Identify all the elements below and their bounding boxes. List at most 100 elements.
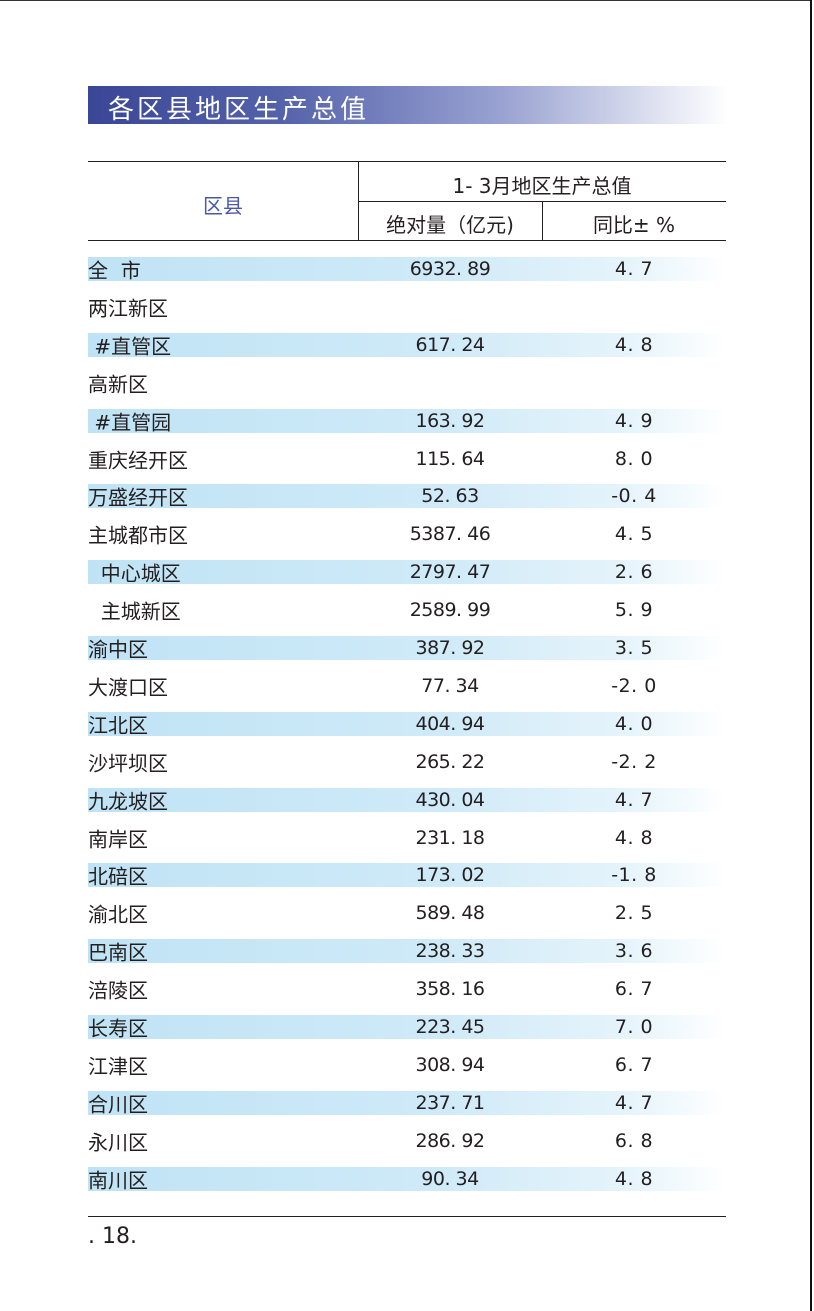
county-name: 重庆经开区 [88, 448, 188, 472]
gdp-yoy-value: 3. 5 [614, 637, 654, 659]
county-name: 主城都市区 [88, 523, 188, 548]
county-name: 江津区 [88, 1054, 148, 1079]
gdp-absolute-value: 404. 94 [415, 712, 485, 735]
table-row: 南川区 90. 34 4. 8 [88, 1166, 726, 1193]
table-row: 永川区 286. 92 6. 8 [88, 1129, 726, 1155]
gdp-yoy-value: 4. 0 [614, 712, 654, 735]
gdp-absolute-value: 115. 64 [415, 447, 485, 470]
table-row: #直管园 163. 92 4. 9 [88, 408, 726, 435]
header-gdp-q1: 1- 3月地区生产总值 [452, 174, 632, 198]
gdp-yoy-value: 6. 8 [614, 1129, 654, 1152]
table-row: 大渡口区 77. 34 -2. 0 [88, 674, 726, 700]
gdp-absolute-value: 286. 92 [415, 1129, 485, 1152]
page-title: 各区县地区生产总值 [108, 95, 370, 125]
gdp-yoy-value: 5. 9 [614, 599, 654, 622]
table-row: 合川区 237. 71 4. 7 [88, 1090, 726, 1116]
gdp-absolute-value: 617. 24 [415, 333, 485, 356]
header-divider-mid [542, 201, 543, 241]
table-row: 江北区 404. 94 4. 0 [88, 711, 726, 738]
gdp-absolute-value: 589. 48 [415, 902, 485, 925]
gdp-absolute-value: 2797. 47 [409, 561, 491, 584]
table-row: 巴南区 238. 33 3. 6 [88, 939, 726, 965]
table-row: 渝中区 387. 92 3. 5 [88, 636, 726, 662]
title-bar: 各区县地区生产总值 [88, 86, 728, 125]
table-top-rule [88, 161, 726, 162]
gdp-absolute-value: 77. 34 [421, 674, 479, 697]
table-row: 重庆经开区 115. 64 8. 0 [88, 447, 726, 473]
county-name: 永川区 [88, 1130, 148, 1155]
table-row: 主城新区 2589. 99 5. 9 [88, 598, 726, 624]
gdp-yoy-value: 8. 0 [614, 447, 654, 470]
gdp-yoy-value: -0. 4 [611, 485, 657, 508]
county-name: 北碚区 [88, 864, 148, 889]
table-row: 江津区 308. 94 6. 7 [88, 1053, 726, 1079]
county-name: 大渡口区 [88, 675, 168, 700]
header-county: 区县 [203, 194, 243, 218]
gdp-yoy-value: 3. 6 [614, 940, 654, 963]
table-row: 渝北区 589. 48 2. 5 [88, 901, 726, 927]
header-bottom-rule [88, 240, 726, 241]
gdp-yoy-value: 4. 5 [614, 523, 654, 546]
county-name: 渝中区 [88, 637, 148, 662]
table-row: 南岸区 231. 18 4. 8 [88, 826, 726, 852]
county-name: 中心城区 [88, 561, 181, 586]
header-absolute: 绝对量（亿元) [386, 213, 514, 237]
gdp-absolute-value: 52. 63 [421, 485, 479, 508]
table-row: 长寿区 223. 45 7. 0 [88, 1015, 726, 1041]
gdp-yoy-value: 4. 7 [614, 258, 654, 280]
county-name: 万盛经开区 [88, 485, 188, 510]
table-row: 高新区 [88, 371, 726, 397]
county-name: 九龙坡区 [88, 789, 168, 814]
gdp-yoy-value: 2. 5 [614, 902, 654, 925]
county-name: 全 市 [88, 258, 141, 283]
county-name: #直管区 [88, 334, 172, 359]
county-name: 高新区 [88, 372, 148, 397]
gdp-yoy-value: 6. 7 [614, 1053, 654, 1076]
table-row: 九龙坡区 430. 04 4. 7 [88, 787, 726, 814]
gdp-yoy-value: -2. 2 [611, 750, 657, 773]
gdp-yoy-value: 4. 8 [614, 1167, 654, 1190]
gdp-yoy-value: 4. 7 [614, 788, 654, 811]
county-name: 主城新区 [88, 599, 181, 624]
county-name: 南岸区 [88, 827, 148, 851]
page-number: . 18. [88, 1224, 137, 1249]
table-row: 全 市 6932. 89 4. 7 [88, 257, 726, 283]
gdp-absolute-value: 90. 34 [421, 1167, 479, 1190]
gdp-yoy-value: 6. 7 [614, 978, 654, 1001]
header-yoy: 同比± % [592, 213, 676, 237]
gdp-absolute-value: 265. 22 [415, 750, 485, 773]
gdp-absolute-value: 2589. 99 [409, 599, 491, 622]
table-row: 涪陵区 358. 16 6. 7 [88, 977, 726, 1003]
page-edge-right [810, 0, 812, 1311]
table-row: 主城都市区 5387. 46 4. 5 [88, 522, 726, 548]
county-name: 江北区 [88, 713, 148, 738]
table-row: 北碚区 173. 02 -1. 8 [88, 863, 726, 889]
county-name: #直管园 [88, 410, 172, 435]
gdp-absolute-value: 308. 94 [415, 1053, 485, 1076]
gdp-yoy-value: 4. 8 [614, 333, 654, 356]
gdp-yoy-value: 4. 9 [614, 409, 654, 432]
table-row: 沙坪坝区 265. 22 -2. 2 [88, 750, 726, 776]
gdp-yoy-value: 4. 8 [614, 826, 654, 849]
county-name: 渝北区 [88, 902, 148, 927]
gdp-yoy-value: 4. 7 [614, 1091, 654, 1114]
gdp-absolute-value: 387. 92 [415, 637, 485, 659]
county-name: 长寿区 [88, 1016, 148, 1041]
table-row: #直管区 617. 24 4. 8 [88, 332, 726, 359]
gdp-yoy-value: 2. 6 [614, 561, 654, 584]
table-row: 万盛经开区 52. 63 -0. 4 [88, 484, 726, 510]
gdp-absolute-value: 6932. 89 [409, 258, 491, 280]
gdp-absolute-value: 231. 18 [415, 826, 485, 849]
county-name: 南川区 [88, 1168, 148, 1193]
gdp-absolute-value: 237. 71 [415, 1091, 485, 1114]
gdp-yoy-value: -1. 8 [611, 864, 657, 887]
gdp-absolute-value: 163. 92 [415, 409, 485, 432]
table-bottom-rule [88, 1216, 726, 1217]
gdp-yoy-value: -2. 0 [611, 674, 657, 697]
header-divider-left [358, 161, 359, 241]
county-name: 沙坪坝区 [88, 751, 168, 776]
county-name: 巴南区 [88, 940, 148, 965]
gdp-yoy-value: 7. 0 [614, 1016, 654, 1038]
gdp-absolute-value: 223. 45 [415, 1016, 485, 1038]
gdp-absolute-value: 5387. 46 [409, 523, 491, 546]
